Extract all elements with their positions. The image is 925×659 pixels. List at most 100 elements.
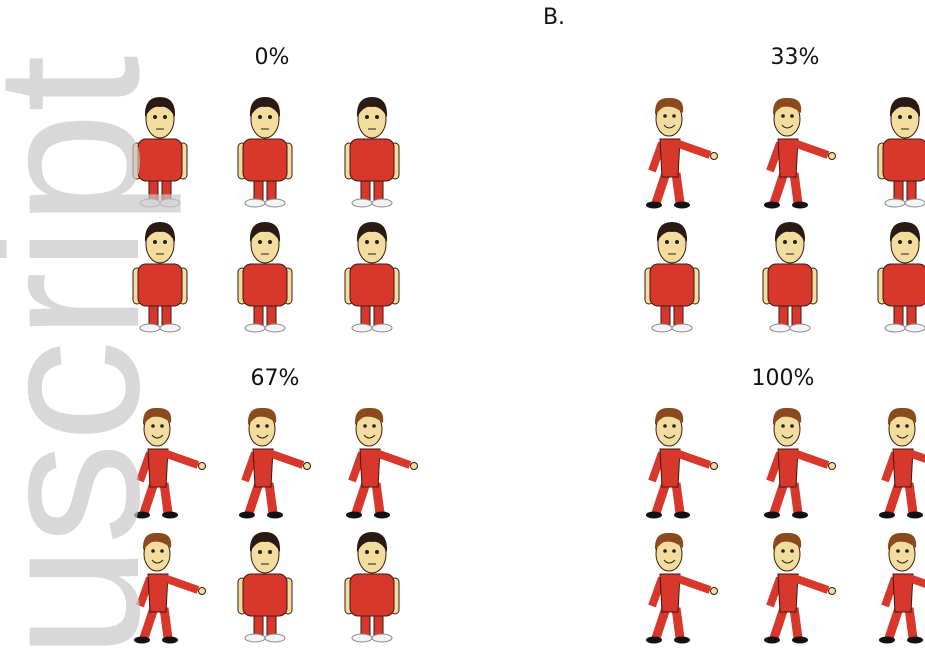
smile: [256, 434, 269, 439]
shoe: [792, 511, 808, 519]
shoe: [904, 323, 925, 333]
smile: [663, 434, 676, 439]
shirt: [137, 263, 183, 307]
shoe: [264, 198, 286, 208]
hair: [144, 222, 176, 242]
shoe: [264, 323, 286, 333]
legs: [139, 606, 173, 640]
hair: [889, 222, 921, 242]
eye: [905, 424, 909, 428]
pointing-arm: [792, 139, 830, 159]
legs: [651, 606, 685, 640]
hair: [654, 407, 684, 425]
hair: [144, 97, 176, 117]
torso: [659, 138, 681, 178]
eye: [375, 115, 379, 119]
eye: [905, 549, 909, 553]
condition-label: 67%: [251, 366, 300, 391]
eye: [163, 240, 167, 244]
shoe: [162, 511, 178, 519]
shoe: [884, 323, 906, 333]
watermark: uscript: [0, 55, 182, 659]
legs: [139, 481, 173, 515]
hair: [249, 97, 281, 117]
torso: [777, 138, 799, 178]
shoe: [907, 511, 923, 519]
shoe: [764, 511, 780, 519]
standing-person: [877, 222, 925, 333]
eye: [365, 115, 369, 119]
torso: [659, 448, 681, 488]
shoe: [162, 636, 178, 644]
eye: [268, 550, 272, 554]
shoe: [371, 633, 393, 643]
eye: [151, 549, 155, 553]
eye: [896, 549, 900, 553]
shirt: [882, 138, 925, 182]
shoe: [351, 198, 373, 208]
standing-person: [132, 222, 188, 333]
eye: [793, 240, 797, 244]
legs: [884, 606, 918, 640]
eye: [672, 424, 676, 428]
torso: [892, 573, 914, 613]
hand: [828, 462, 836, 470]
shoe: [879, 636, 895, 644]
shirt: [137, 138, 183, 182]
shoe: [244, 198, 266, 208]
shoe: [646, 636, 662, 644]
hair: [142, 407, 172, 425]
legs: [769, 481, 803, 515]
torso: [147, 448, 169, 488]
hair: [654, 532, 684, 550]
standing-person: [237, 97, 293, 208]
hair: [356, 532, 388, 552]
hair: [887, 407, 917, 425]
eye: [365, 550, 369, 554]
eye: [153, 115, 157, 119]
pointing-person: [134, 532, 206, 644]
pointing-arm: [674, 574, 712, 594]
legs: [884, 481, 918, 515]
eye: [153, 240, 157, 244]
shoe: [134, 636, 150, 644]
standing-person: [877, 97, 925, 208]
shoe: [907, 636, 923, 644]
panel-label: B.: [543, 5, 565, 30]
eye: [781, 424, 785, 428]
shoe: [267, 511, 283, 519]
eye: [672, 114, 676, 118]
pointing-person: [646, 407, 718, 519]
figures: [132, 97, 925, 644]
standing-person: [762, 222, 818, 333]
pointing-person: [239, 407, 311, 519]
shoe: [244, 323, 266, 333]
shoe: [674, 636, 690, 644]
shoe: [264, 633, 286, 643]
hair: [889, 97, 921, 117]
legs: [769, 606, 803, 640]
hair: [249, 222, 281, 242]
pointing-arm: [674, 139, 712, 159]
eye: [790, 114, 794, 118]
shoe: [769, 323, 791, 333]
eye: [265, 424, 269, 428]
shoe: [239, 511, 255, 519]
smile: [896, 559, 909, 564]
pointing-person: [879, 532, 925, 644]
eye: [258, 115, 262, 119]
eye: [258, 240, 262, 244]
hair: [772, 97, 802, 115]
eye: [363, 424, 367, 428]
hand: [710, 152, 718, 160]
eye: [663, 549, 667, 553]
shirt: [349, 573, 395, 617]
legs: [244, 481, 278, 515]
shirt: [242, 573, 288, 617]
hair: [356, 222, 388, 242]
torso: [659, 573, 681, 613]
standing-person: [644, 222, 700, 333]
shoe: [674, 511, 690, 519]
eye: [268, 115, 272, 119]
pointing-arm: [674, 449, 712, 469]
